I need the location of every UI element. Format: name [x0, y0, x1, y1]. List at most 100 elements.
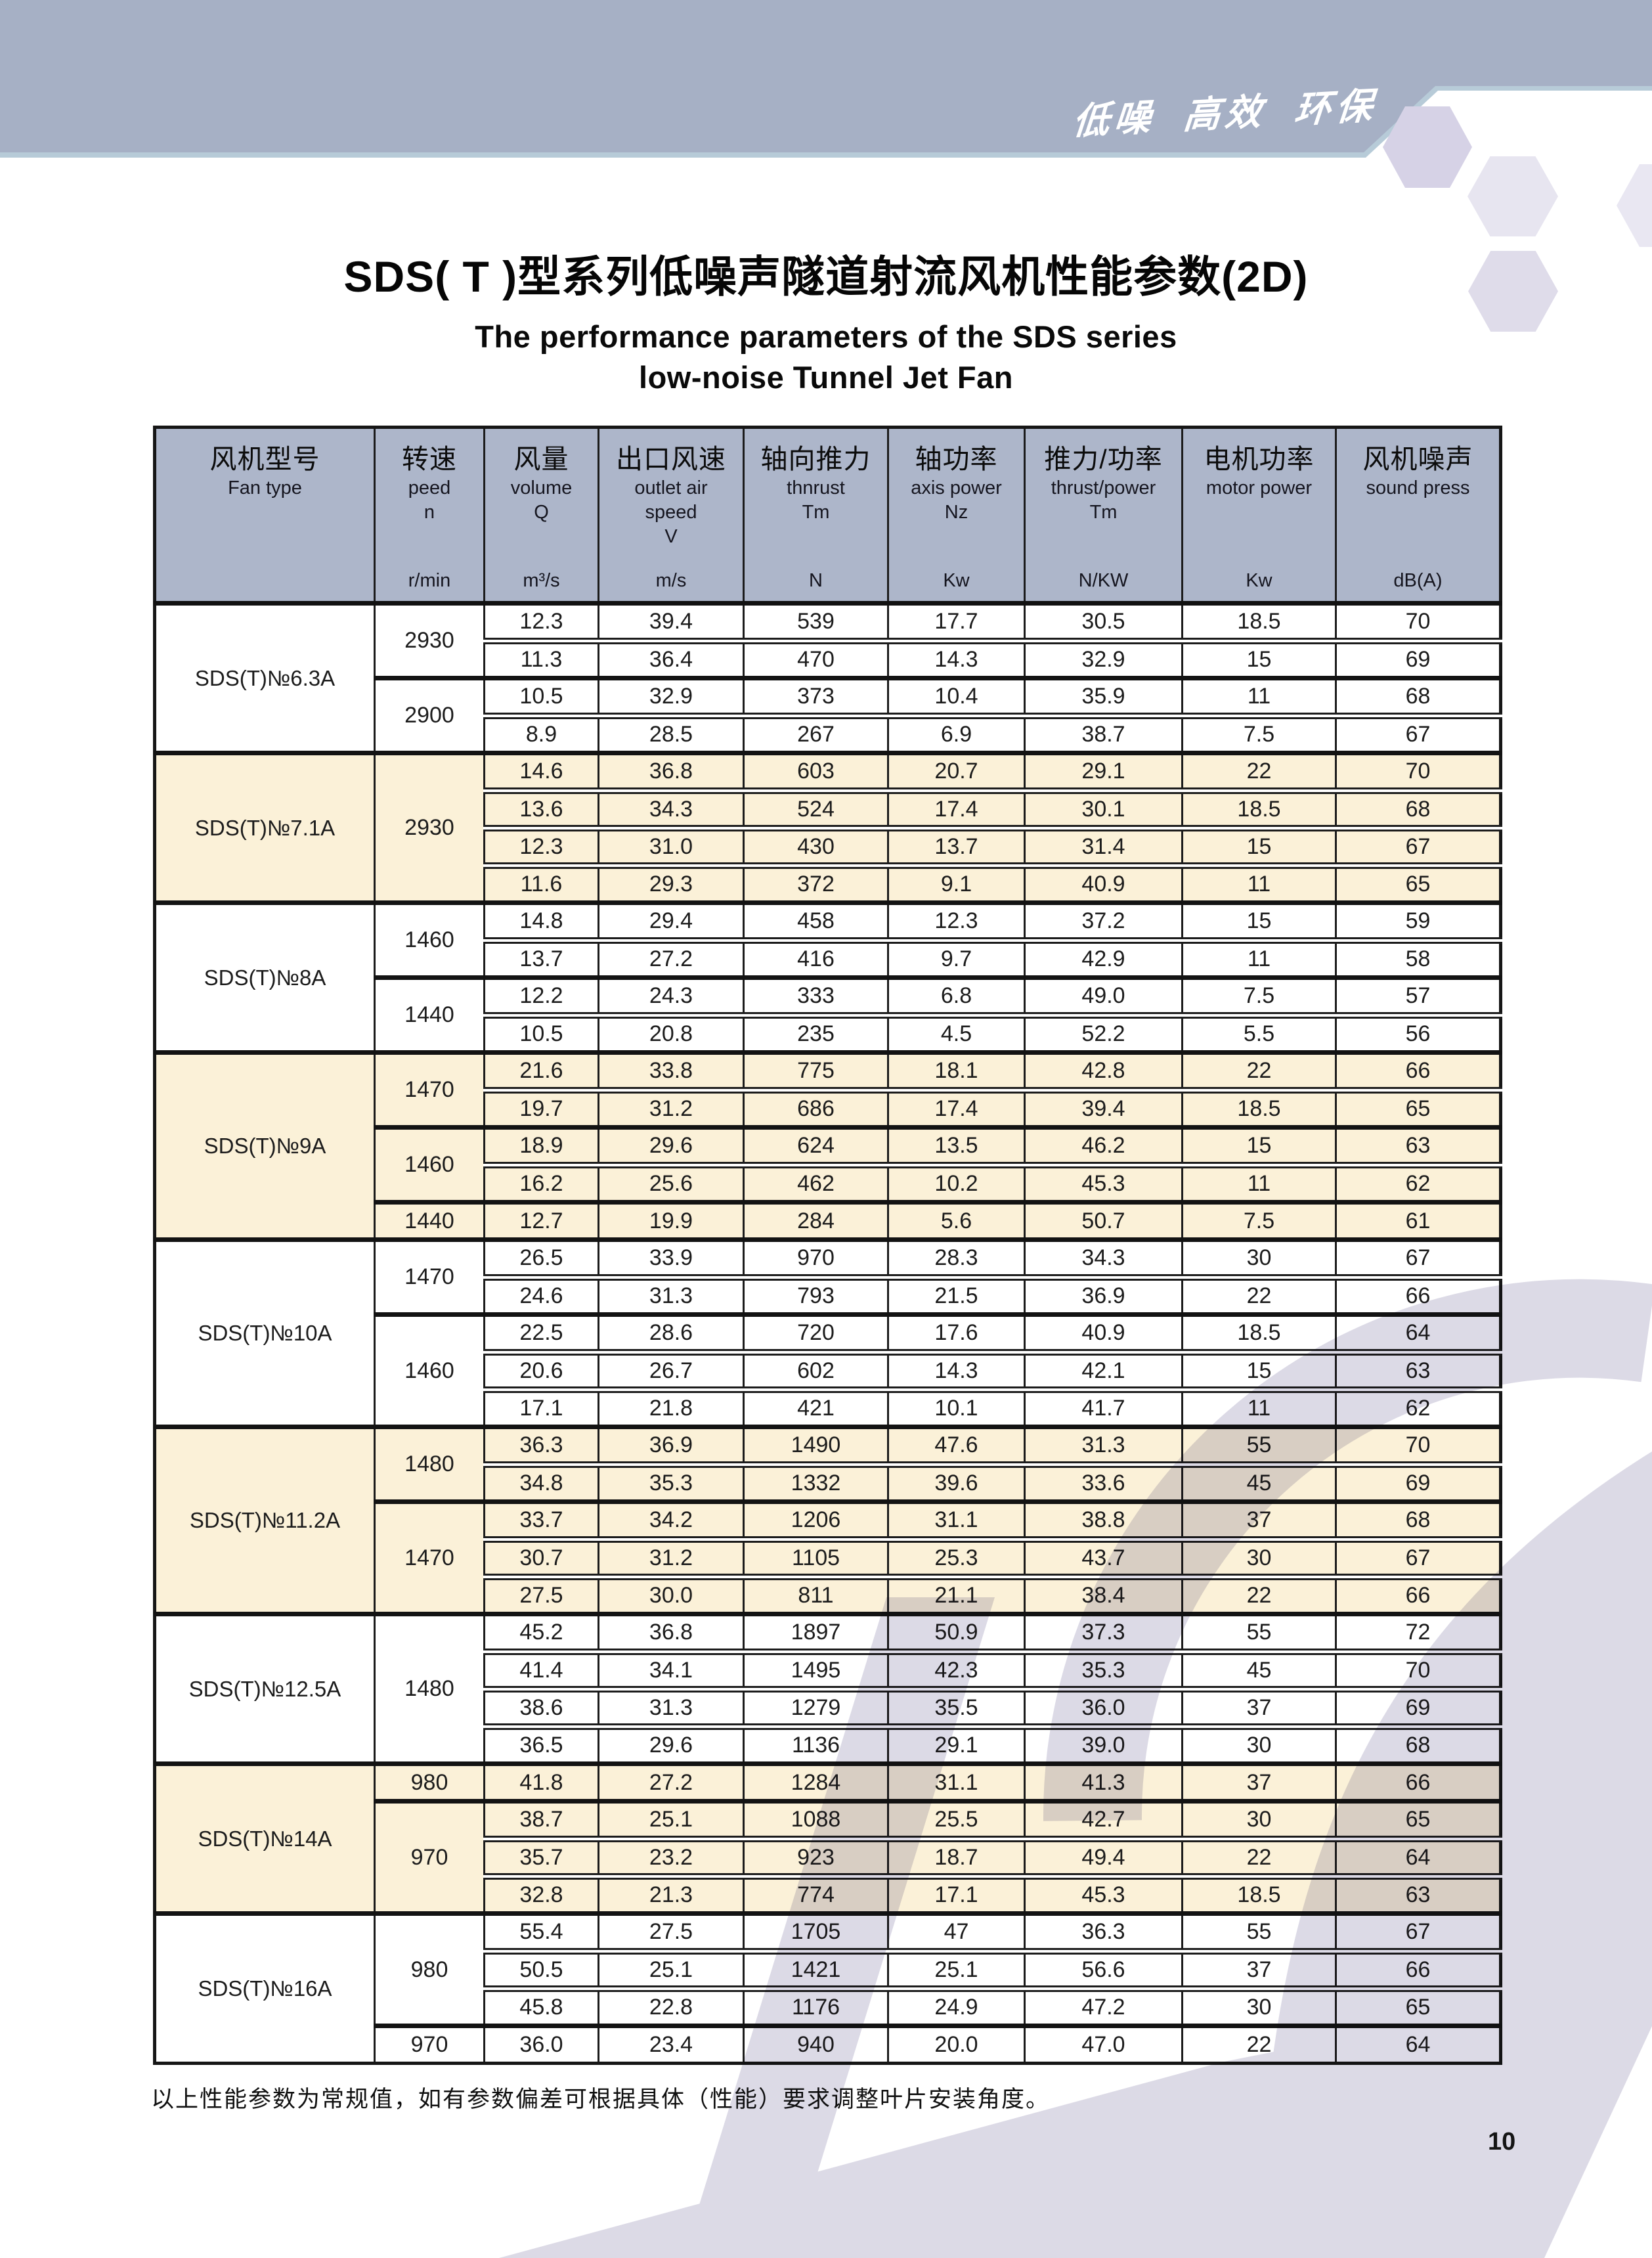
value-cell: 6.8: [887, 975, 1026, 1015]
value-cell: 45.8: [483, 1985, 599, 2026]
col-header-zh: 推力/功率: [1044, 444, 1163, 474]
value-cell: 1279: [743, 1685, 889, 1727]
value-cell: 23.4: [598, 2024, 745, 2064]
value-cell: 66: [1335, 1050, 1502, 1090]
value-cell: 18.5: [1181, 787, 1337, 828]
col-header-en: thrust/power: [1051, 477, 1156, 498]
table-row: 1440 12.2 24.3 333 6.8 49.0 7.5 57: [155, 975, 1502, 1053]
value-cell: 35.9: [1024, 676, 1183, 716]
speed-cell: 1460: [374, 900, 485, 978]
value-cell: 47.2: [1024, 1985, 1183, 2026]
value-cell: 13.6: [483, 787, 599, 828]
table-row: 13.6 34.3 524 17.4 30.1 18.5 68: [155, 787, 1502, 828]
value-cell: 284: [743, 1200, 889, 1240]
speed-cell: 2900: [374, 676, 485, 753]
value-cell: 36.3: [483, 1425, 599, 1465]
table-row: 11.3 36.4 470 14.3 32.9 15 69: [155, 637, 1502, 678]
value-cell: 36.5: [483, 1723, 599, 1764]
value-cell: 17.4: [887, 787, 1026, 828]
value-cell: 65: [1335, 1985, 1502, 2026]
value-cell: 30.0: [598, 1573, 745, 1614]
table-row: SDS(T)№11.2A 1480 36.3 36.9 1490 47.6 31.3 55 70: [154, 1425, 1502, 1614]
col-header-zh: 风机噪声: [1362, 444, 1473, 474]
value-cell: 55: [1181, 1911, 1337, 1951]
value-cell: 29.1: [887, 1723, 1026, 1764]
value-cell: 57: [1335, 975, 1502, 1015]
value-cell: 29.6: [598, 1723, 745, 1764]
value-cell: 15: [1181, 824, 1337, 866]
value-cell: 30: [1181, 1237, 1337, 1277]
value-cell: 65: [1335, 1799, 1502, 1839]
value-cell: 38.8: [1024, 1499, 1183, 1539]
value-cell: 66: [1335, 1761, 1502, 1802]
value-cell: 70: [1335, 751, 1502, 791]
value-cell: 18.5: [1181, 1086, 1337, 1128]
col-header-zh: 出口风速: [616, 444, 726, 474]
value-cell: 1284: [743, 1761, 889, 1802]
value-cell: 39.4: [598, 601, 745, 641]
value-cell: 34.2: [598, 1499, 745, 1539]
value-cell: 22: [1181, 751, 1337, 791]
col-header-unit: r/min: [408, 570, 451, 591]
value-cell: 10.4: [887, 676, 1026, 716]
value-cell: 1495: [743, 1648, 889, 1689]
value-cell: 19.9: [598, 1200, 745, 1240]
value-cell: 13.7: [483, 937, 599, 978]
col-header-en: motor power: [1206, 477, 1313, 498]
value-cell: 38.4: [1024, 1573, 1183, 1614]
value-cell: 31.0: [598, 824, 745, 866]
col-header-zh: 转速: [402, 444, 457, 474]
value-cell: 23.2: [598, 1835, 745, 1876]
col-header-5: 轴功率 axis power Nz Kw: [887, 426, 1026, 606]
value-cell: 32.8: [483, 1872, 599, 1914]
value-cell: 940: [743, 2024, 889, 2064]
value-cell: 17.1: [887, 1872, 1026, 1914]
value-cell: 27.5: [598, 1911, 745, 1951]
value-cell: 62: [1335, 1161, 1502, 1203]
value-cell: 25.1: [598, 1947, 745, 1989]
value-cell: 39.6: [887, 1461, 1026, 1502]
value-cell: 55: [1181, 1612, 1337, 1652]
value-cell: 35.3: [1024, 1648, 1183, 1689]
banner: [0, 0, 1652, 152]
value-cell: 42.7: [1024, 1799, 1183, 1839]
value-cell: 26.7: [598, 1348, 745, 1390]
col-header-en: Nz: [944, 502, 968, 523]
value-cell: 11: [1181, 1386, 1337, 1427]
value-cell: 17.6: [887, 1312, 1026, 1352]
fan-type-cell: SDS(T)№10A: [154, 1237, 376, 1427]
table-row: 19.7 31.2 686 17.4 39.4 18.5 65: [155, 1086, 1502, 1128]
value-cell: 37: [1181, 1761, 1337, 1802]
value-cell: 5.6: [887, 1200, 1026, 1240]
value-cell: 42.1: [1024, 1348, 1183, 1390]
value-cell: 5.5: [1181, 1011, 1337, 1053]
table-row: 11.6 29.3 372 9.1 40.9 11 65: [155, 862, 1502, 903]
value-cell: 27.2: [598, 937, 745, 978]
value-cell: 333: [743, 975, 889, 1015]
value-cell: 55.4: [483, 1911, 599, 1951]
value-cell: 68: [1335, 1723, 1502, 1764]
value-cell: 59: [1335, 900, 1502, 941]
value-cell: 624: [743, 1125, 889, 1165]
col-header-en: n: [424, 502, 435, 523]
speed-cell: 2930: [374, 601, 485, 678]
value-cell: 8.9: [483, 712, 599, 753]
col-header-zh: 电机功率: [1204, 444, 1315, 474]
value-cell: 25.5: [887, 1799, 1026, 1839]
col-header-4: 轴向推力 thnrust Tm N: [743, 426, 889, 606]
value-cell: 22: [1181, 2024, 1337, 2064]
value-cell: 11.3: [483, 637, 599, 678]
value-cell: 66: [1335, 1273, 1502, 1315]
value-cell: 33.6: [1024, 1461, 1183, 1502]
value-cell: 372: [743, 862, 889, 903]
value-cell: 793: [743, 1273, 889, 1315]
value-cell: 22: [1181, 1050, 1337, 1090]
value-cell: 30.7: [483, 1536, 599, 1577]
value-cell: 67: [1335, 824, 1502, 866]
value-cell: 24.9: [887, 1985, 1026, 2026]
value-cell: 64: [1335, 1312, 1502, 1352]
value-cell: 18.7: [887, 1835, 1026, 1876]
page-title-en: The performance parameters of the SDS se…: [153, 317, 1499, 398]
